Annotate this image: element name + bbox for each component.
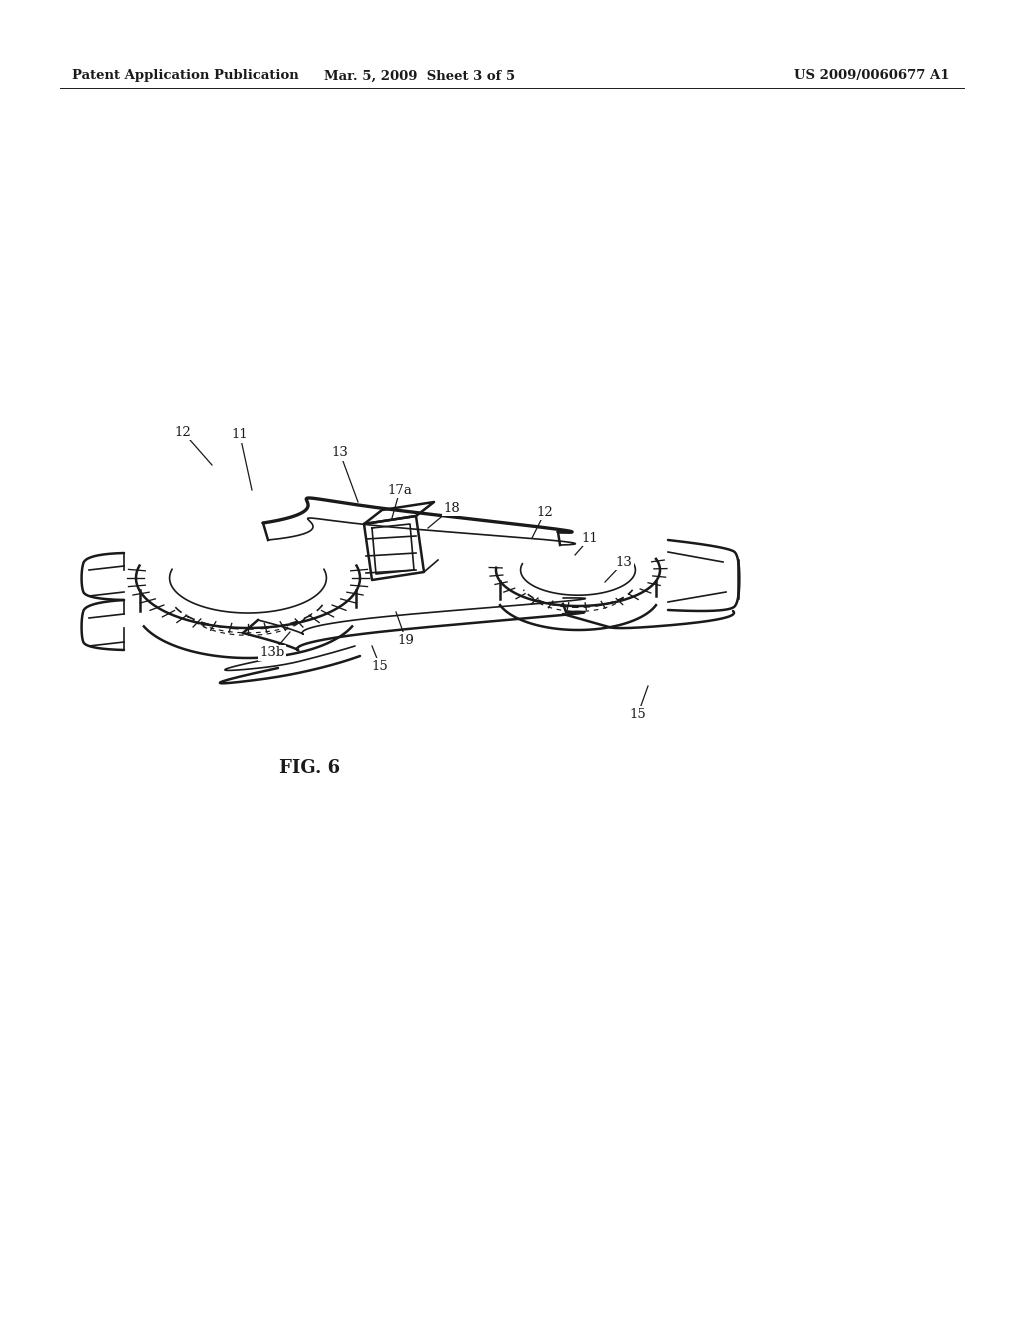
- Text: 11: 11: [231, 429, 249, 441]
- Text: US 2009/0060677 A1: US 2009/0060677 A1: [795, 70, 950, 82]
- Text: FIG. 6: FIG. 6: [280, 759, 341, 777]
- Text: 11: 11: [582, 532, 598, 544]
- Text: 12: 12: [537, 506, 553, 519]
- Text: 13b: 13b: [259, 647, 285, 660]
- Text: 12: 12: [175, 425, 191, 438]
- Text: 18: 18: [443, 502, 461, 515]
- Text: 17a: 17a: [387, 483, 413, 496]
- Text: 15: 15: [630, 708, 646, 721]
- Text: 19: 19: [397, 634, 415, 647]
- Text: 13: 13: [332, 446, 348, 459]
- Text: 13: 13: [615, 556, 633, 569]
- Text: Patent Application Publication: Patent Application Publication: [72, 70, 299, 82]
- Text: 15: 15: [372, 660, 388, 672]
- Text: Mar. 5, 2009  Sheet 3 of 5: Mar. 5, 2009 Sheet 3 of 5: [325, 70, 515, 82]
